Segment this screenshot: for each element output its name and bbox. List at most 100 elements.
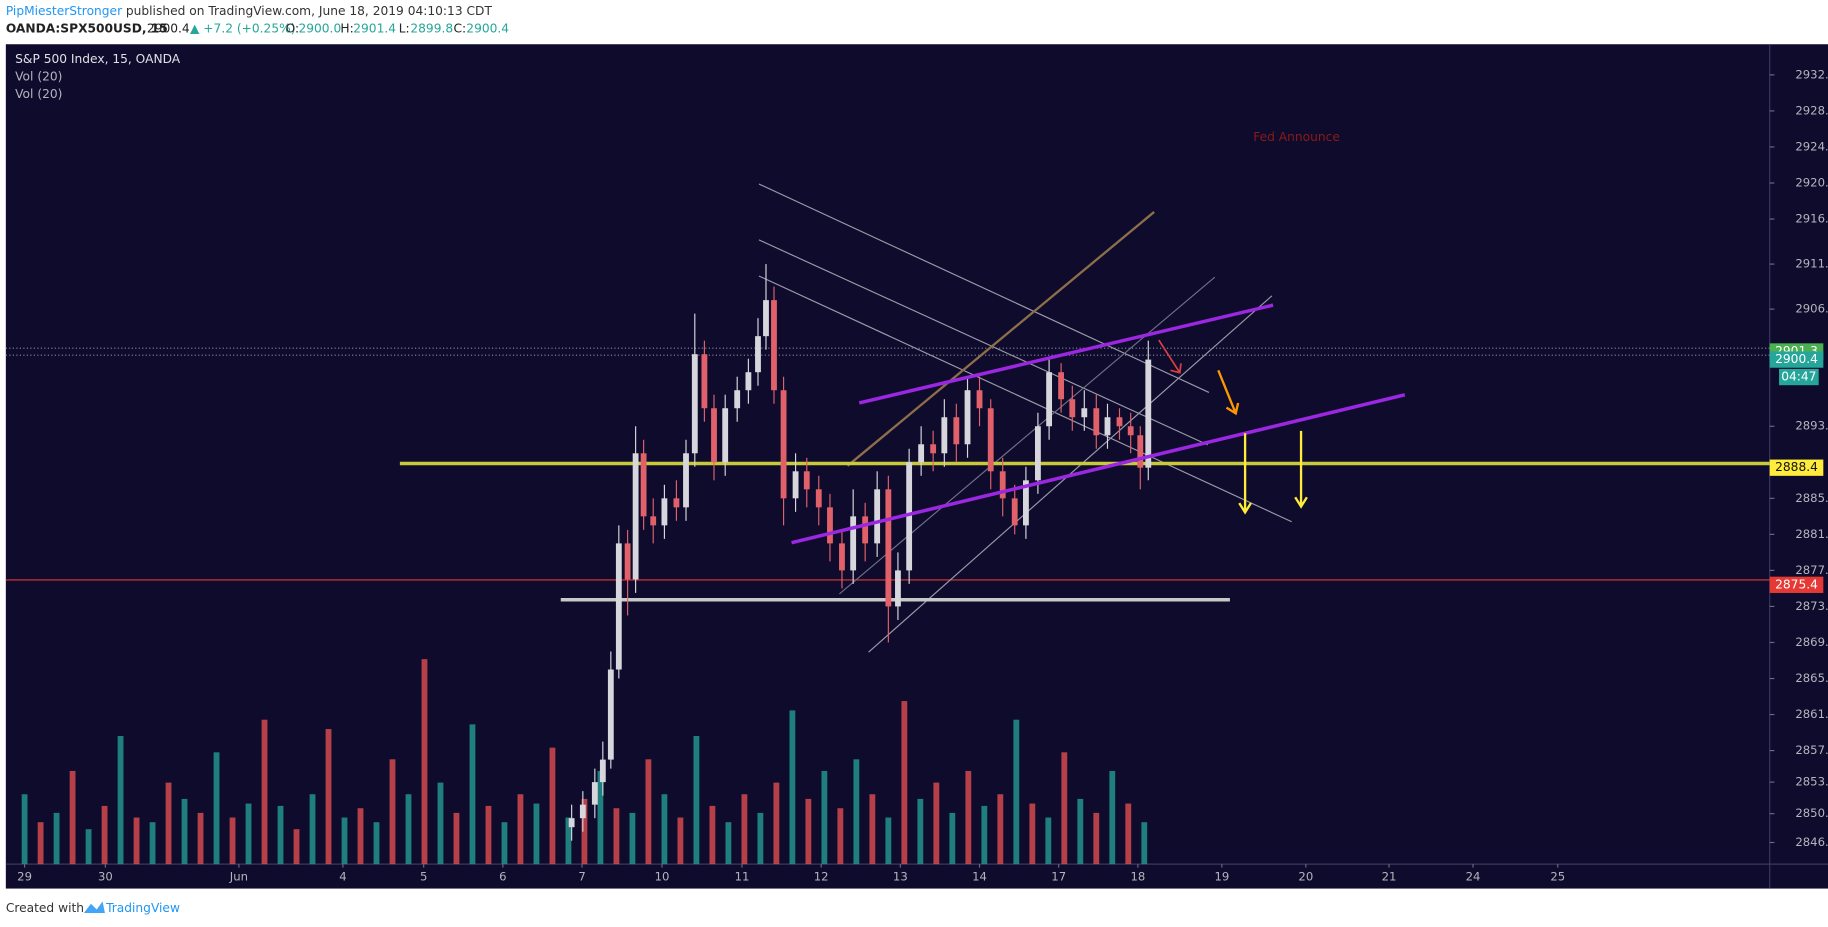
volume-bar: [725, 822, 732, 865]
candle-body: [862, 516, 869, 544]
candle-body: [722, 408, 729, 463]
candle-body: [745, 372, 752, 391]
volume-bar: [37, 822, 44, 865]
price-label-box: [1769, 351, 1824, 368]
volume-bar: [837, 808, 844, 865]
arrow: [1217, 369, 1240, 416]
volume-bar: [373, 822, 380, 865]
y-tick-label: 2877.0: [1795, 563, 1828, 577]
ohlc-value: 2900.4: [466, 22, 509, 36]
volume-bar: [597, 770, 604, 865]
volume-bar: [565, 817, 572, 865]
x-tick-label: 4: [339, 869, 346, 883]
candle-body: [683, 453, 689, 508]
volume-bar: [405, 794, 412, 865]
volume-bar: [149, 822, 156, 865]
volume-bar: [53, 812, 60, 865]
volume-bar: [1045, 817, 1052, 865]
volume-bar: [261, 719, 268, 865]
volume-bar: [933, 782, 940, 865]
volume-bar: [789, 710, 796, 865]
volume-bar: [645, 759, 652, 865]
y-tick-label: 2857.0: [1795, 743, 1828, 757]
candle-body: [568, 818, 575, 828]
author[interactable]: PipMiesterStronger: [6, 4, 123, 18]
drawings-top: [791, 303, 1406, 545]
y-tick-label: 2881.0: [1795, 527, 1828, 541]
trend-line: [758, 239, 1209, 446]
candle-body: [599, 759, 606, 783]
volume-bar: [1029, 803, 1036, 865]
volume-bar: [549, 747, 556, 865]
volume-bar: [1013, 719, 1020, 865]
volume-bar: [21, 794, 28, 865]
y-tick-label: 2885.0: [1795, 491, 1828, 505]
volume-bar: [245, 803, 252, 865]
volume-bar: [165, 782, 172, 865]
volume-bar: [389, 759, 396, 865]
volume-bar: [757, 812, 764, 865]
x-tick-label: 30: [98, 869, 113, 883]
y-tick-label: 2924.0: [1795, 139, 1828, 153]
y-tick-label: 2916.0: [1795, 212, 1828, 226]
footer-brand[interactable]: TradingView: [105, 901, 180, 915]
y-tick-label: 2911.0: [1795, 257, 1828, 271]
brand-logo[interactable]: [83, 901, 105, 914]
y-tick-label: 2850.0: [1795, 806, 1828, 820]
candle-body: [1011, 498, 1018, 526]
candle-body: [734, 390, 741, 409]
volume-bar: [1093, 812, 1100, 865]
volume-bar: [821, 770, 828, 865]
chart-bg: [5, 44, 1828, 889]
y-tick-label: 2865.0: [1795, 671, 1828, 685]
price-label: 2875.4: [1775, 577, 1818, 591]
volume-bar: [677, 817, 684, 865]
volume-bar: [229, 817, 236, 865]
x-tick-label: Jun: [229, 869, 248, 883]
trend-line: [846, 211, 1155, 467]
footer-text: Created with: [6, 901, 84, 915]
volume-bar: [981, 805, 988, 865]
candle-body: [1137, 435, 1144, 468]
candle-body: [953, 417, 960, 445]
ohlc-label: O:: [286, 22, 300, 36]
candles: [568, 264, 1152, 841]
volume-bar: [277, 805, 284, 865]
candle-body: [964, 390, 971, 445]
volume-bar: [1109, 770, 1116, 865]
candle-body: [976, 390, 983, 409]
volume-bar: [917, 798, 924, 865]
candle-body: [1058, 372, 1065, 400]
volume-bar: [581, 798, 588, 865]
volume-bar: [437, 782, 444, 865]
last-price: 2900.4: [147, 22, 190, 36]
candle-body: [1081, 408, 1088, 418]
candle-body: [780, 390, 787, 499]
candle-body: [885, 489, 892, 607]
candle-body: [1116, 417, 1123, 427]
legend-title: S&P 500 Index, 15, OANDA: [15, 52, 181, 66]
x-tick-label: 17: [1051, 869, 1066, 883]
candle-body: [624, 543, 631, 580]
volume-bar: [517, 794, 524, 865]
candle-body: [615, 543, 622, 670]
candle-body: [755, 336, 761, 373]
candle-body: [999, 471, 1006, 499]
change: ▲ +7.2 (+0.25%): [190, 22, 295, 36]
ohlc-label: H:: [340, 22, 353, 36]
trend-line: [858, 303, 1274, 405]
candle-body: [941, 417, 948, 454]
candle-body: [827, 507, 833, 544]
volume-bar: [213, 752, 220, 865]
channel-line: [839, 276, 1216, 595]
candle-body: [906, 462, 913, 571]
axes: 2932.0 2928.0 2924.0 2920.0 2916.0 2911.0 2906…: [17, 67, 1828, 883]
trend-line: [758, 275, 1292, 523]
arrow: [1238, 433, 1252, 515]
volume-bar: [325, 729, 332, 865]
candle-body: [839, 543, 845, 571]
candle-body: [930, 444, 937, 454]
candle-body: [815, 489, 822, 508]
candle-body: [661, 498, 668, 526]
x-tick-label: 7: [578, 869, 585, 883]
